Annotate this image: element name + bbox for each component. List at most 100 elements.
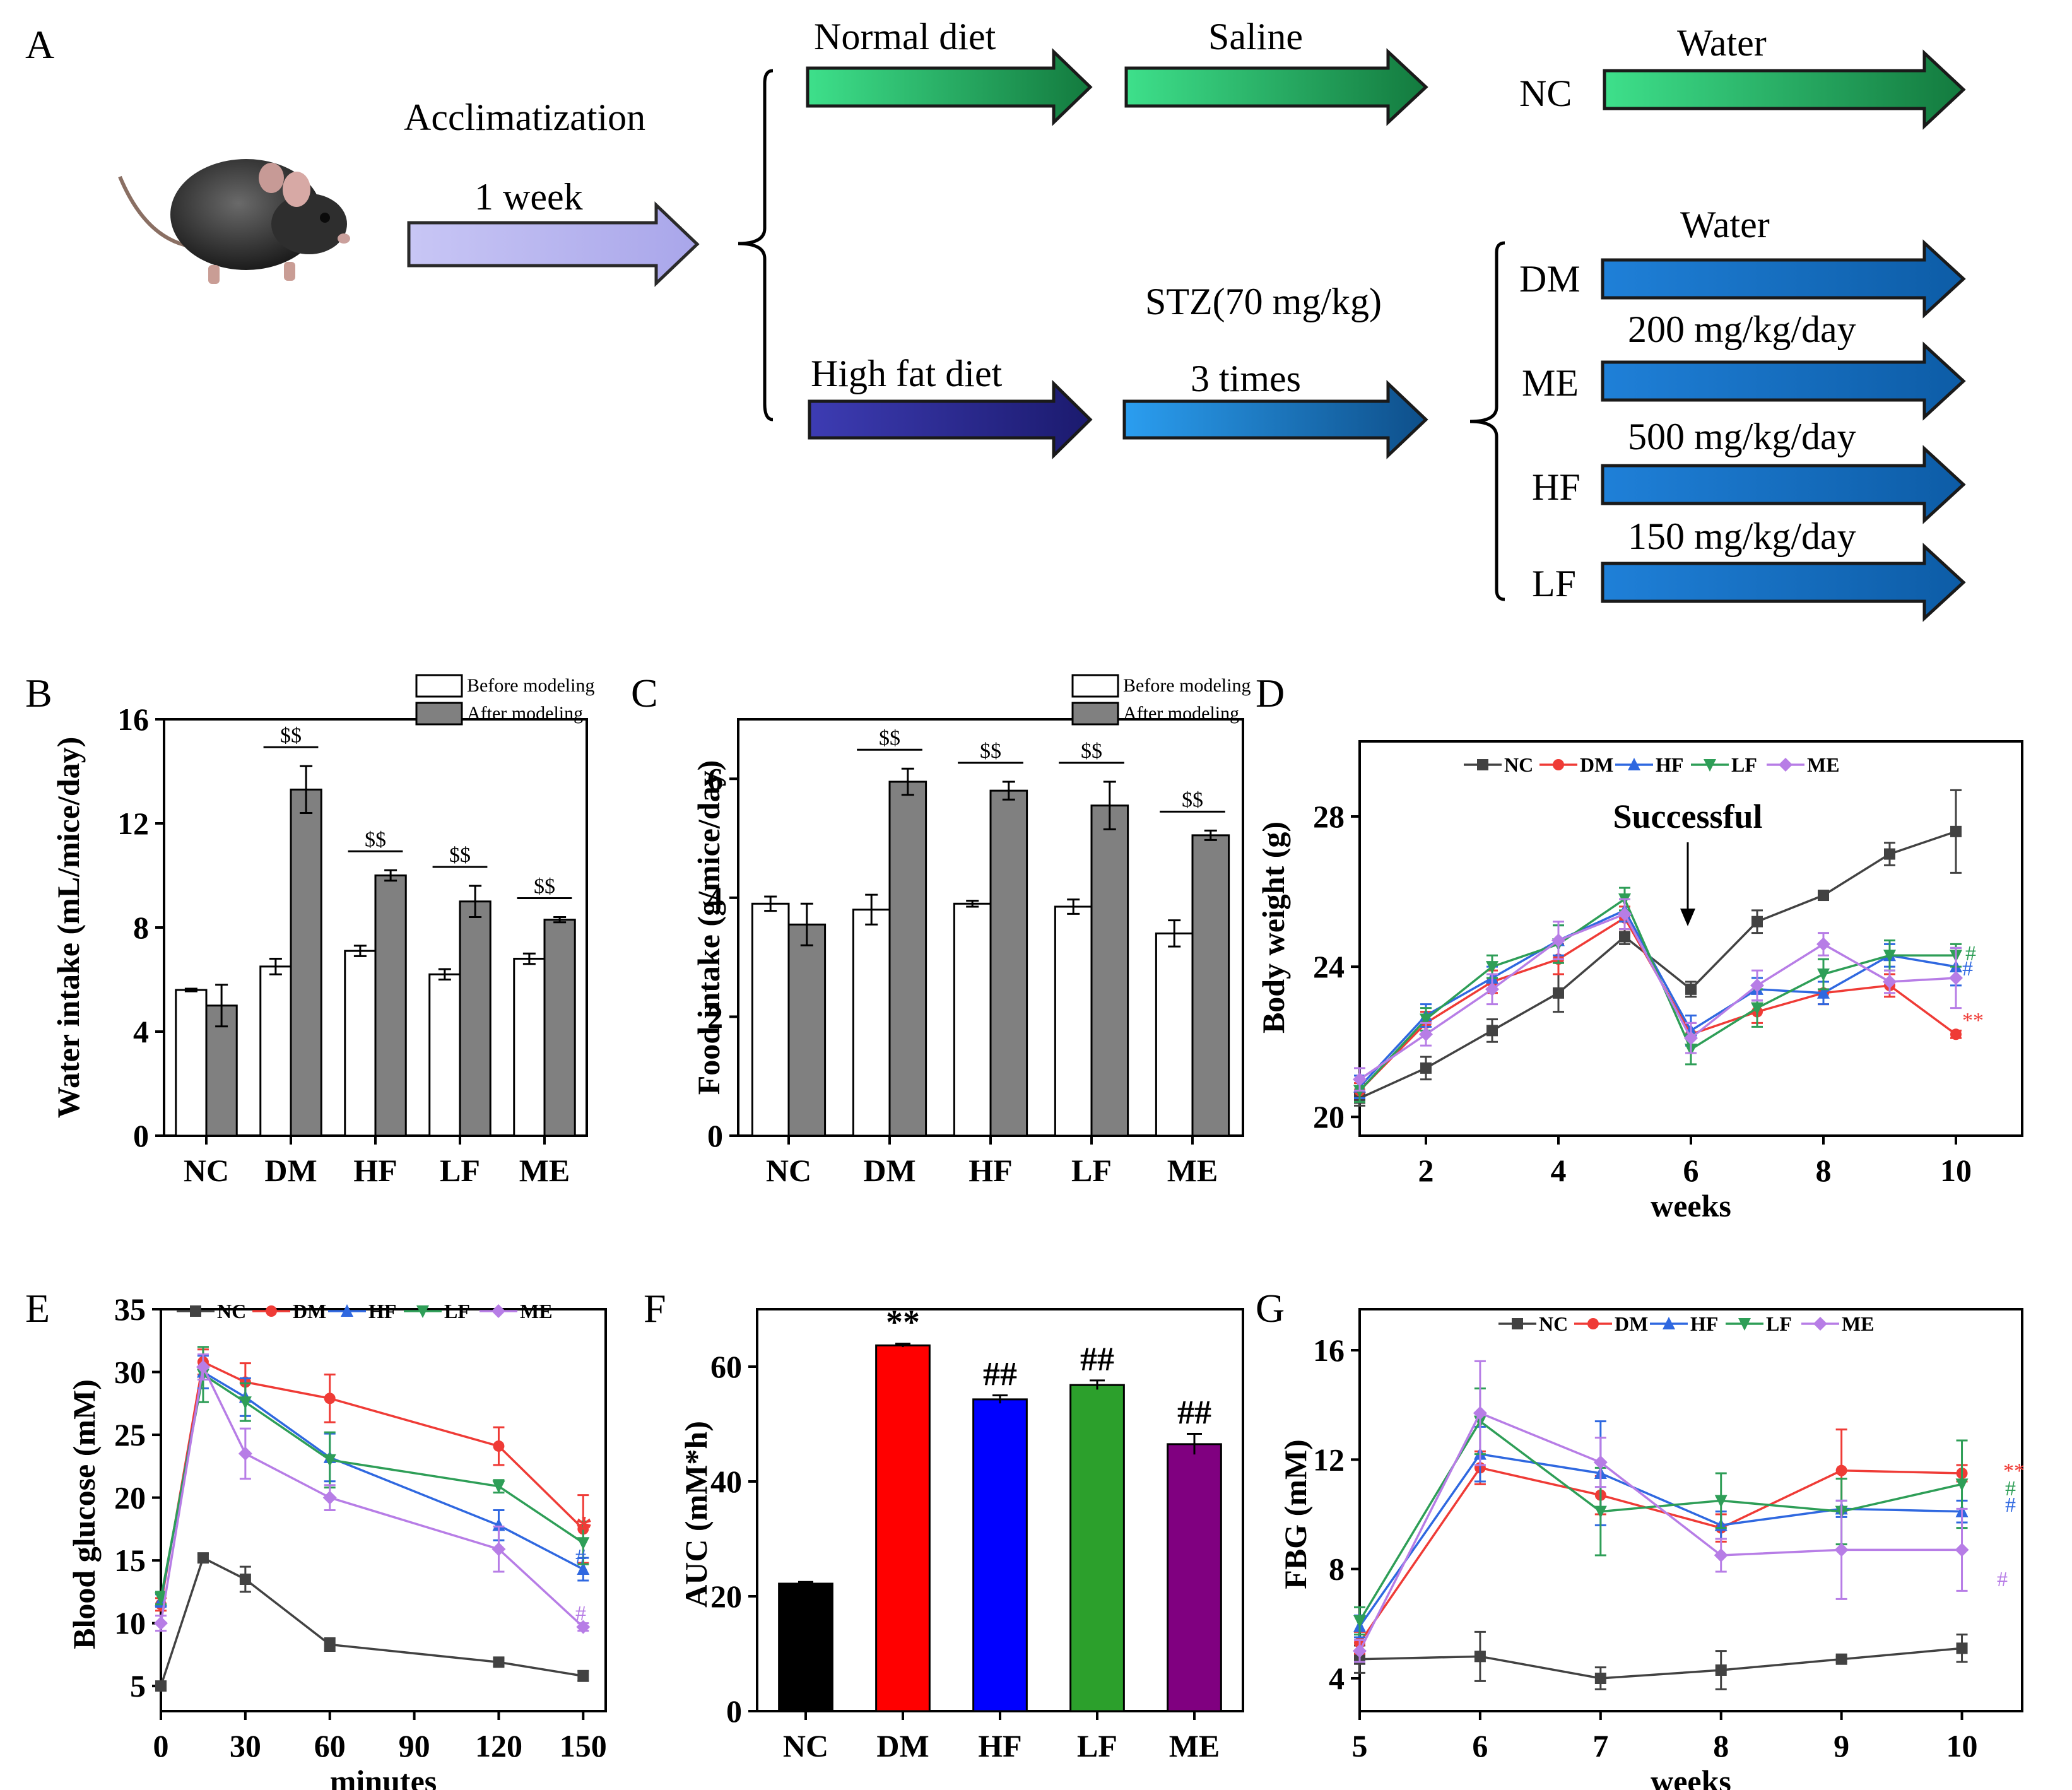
- significance-mark: $$: [534, 875, 555, 898]
- marker-square: [1512, 1318, 1523, 1329]
- marker-square: [1420, 1062, 1432, 1074]
- plot-frame: [160, 1308, 607, 1712]
- marker-triangle-down: [577, 1537, 590, 1550]
- x-tick-label: LF: [440, 1153, 480, 1188]
- marker-triangle-up: [1663, 1317, 1675, 1329]
- marker-square: [1751, 916, 1763, 927]
- marker-square: [1715, 1664, 1727, 1676]
- lf-arrow: [1601, 543, 1966, 622]
- marker-square: [190, 1305, 201, 1317]
- high-fat-diet-label: High fat diet: [811, 353, 1003, 394]
- successful-arrow-head: [1680, 909, 1695, 926]
- marker-diamond: [1834, 1543, 1849, 1557]
- significance-mark: #: [575, 1602, 586, 1625]
- marker-triangle-up: [341, 1304, 353, 1317]
- bar: [989, 789, 1028, 1137]
- y-tick-label: 8: [1329, 1552, 1345, 1587]
- marker-diamond: [1750, 978, 1764, 992]
- lf-dose-label: 150 mg/kg/day: [1628, 515, 1856, 557]
- lf-group-label: LF: [1532, 563, 1576, 604]
- significance-mark: #: [2005, 1477, 2016, 1500]
- marker-square: [197, 1552, 209, 1564]
- legend-label: DM: [1580, 753, 1613, 776]
- marker-square: [1818, 890, 1829, 902]
- significance-mark: ##: [1177, 1393, 1211, 1431]
- significance-mark: *: [575, 1509, 592, 1547]
- x-tick-label: NC: [783, 1728, 828, 1764]
- marker-diamond: [1714, 1548, 1728, 1562]
- x-tick-label: 10: [1946, 1728, 1978, 1764]
- significance-mark: ##: [1080, 1340, 1114, 1378]
- bar: [374, 874, 407, 1137]
- y-tick-label: 0: [726, 1693, 742, 1729]
- series-line-dm: [1358, 916, 1957, 1092]
- y-tick-label: 12: [117, 806, 149, 841]
- legend-label: HF: [1656, 753, 1683, 776]
- marker-triangle-down: [1704, 759, 1716, 772]
- hf-group-label: HF: [1532, 466, 1580, 508]
- series-line-dm: [160, 1360, 584, 1605]
- y-tick-label: 0: [707, 1118, 723, 1153]
- significance-mark: $$: [449, 844, 471, 867]
- marker-triangle-down: [492, 1480, 505, 1493]
- marker-diamond: [1473, 1406, 1487, 1420]
- y-tick-label: 5: [130, 1668, 146, 1704]
- marker-square: [1950, 825, 1962, 837]
- x-tick-label: HF: [978, 1728, 1021, 1764]
- acclimatization-arrow: [407, 201, 700, 287]
- significance-mark: ##: [983, 1355, 1017, 1393]
- marker-triangle-down: [155, 1592, 167, 1605]
- x-axis-label: weeks: [1651, 1764, 1731, 1790]
- marker-triangle-down: [416, 1305, 429, 1318]
- y-tick-label: 35: [114, 1292, 146, 1327]
- normal-diet-arrow: [806, 48, 1093, 126]
- normal-diet-label: Normal diet: [814, 16, 996, 57]
- marker-diamond: [1485, 982, 1499, 996]
- marker-triangle-down: [1714, 1495, 1728, 1508]
- marker-diamond: [1353, 1072, 1367, 1086]
- y-tick-label: 24: [1313, 949, 1345, 984]
- legend-swatch: [415, 674, 463, 698]
- legend-label: HF: [368, 1300, 396, 1322]
- one-week-label: 1 week: [474, 176, 583, 218]
- y-tick-label: 20: [1313, 1099, 1345, 1134]
- me-dose-label: 200 mg/kg/day: [1628, 309, 1856, 350]
- marker-triangle-up: [577, 1562, 590, 1575]
- marker-triangle-down: [323, 1454, 336, 1467]
- x-tick-label: 2: [1418, 1153, 1434, 1188]
- x-tick-label: DM: [863, 1153, 915, 1188]
- acclimatization-label: Acclimatization: [404, 97, 645, 138]
- x-axis-label: weeks: [1651, 1188, 1731, 1223]
- series-line-me: [1359, 912, 1957, 1081]
- panel-label: G: [1256, 1286, 1285, 1331]
- legend-swatch: [1071, 674, 1119, 698]
- y-tick-label: 4: [1329, 1661, 1345, 1696]
- x-tick-label: HF: [353, 1153, 397, 1188]
- y-tick-label: 60: [710, 1349, 742, 1384]
- marker-triangle-down: [1594, 1505, 1607, 1519]
- dm-group-label: DM: [1519, 258, 1580, 300]
- dm-water-label: Water: [1680, 204, 1770, 245]
- marker-diamond: [1353, 1644, 1367, 1658]
- x-tick-label: 90: [399, 1728, 430, 1764]
- marker-triangle-up: [492, 1518, 505, 1531]
- x-tick-label: 9: [1834, 1728, 1849, 1764]
- marker-diamond: [1816, 937, 1830, 951]
- x-tick-label: ME: [1169, 1728, 1220, 1764]
- legend-label: DM: [1615, 1312, 1648, 1335]
- x-tick-label: 8: [1713, 1728, 1729, 1764]
- bar: [290, 788, 322, 1137]
- marker-diamond: [492, 1542, 506, 1557]
- marker-diamond: [492, 1304, 505, 1318]
- successful-label: Successful: [1613, 798, 1762, 835]
- marker-circle: [1553, 759, 1564, 770]
- x-tick-label: ME: [1167, 1153, 1218, 1188]
- nc-water-label: Water: [1677, 22, 1767, 64]
- panel-label: D: [1256, 671, 1285, 715]
- panel-label: C: [631, 671, 658, 715]
- x-tick-label: ME: [519, 1153, 570, 1188]
- bar: [751, 902, 790, 1137]
- bar: [972, 1398, 1028, 1712]
